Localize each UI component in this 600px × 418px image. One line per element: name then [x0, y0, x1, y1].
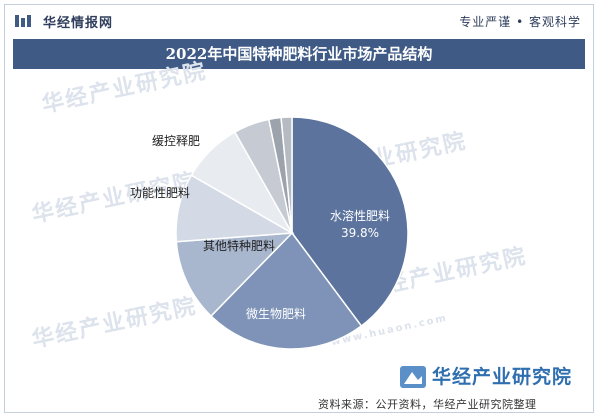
brand-logo-icon [15, 15, 31, 27]
source-note: 资料来源：公开资料，华经产业研究院整理 [318, 398, 537, 411]
footer-logo-icon [400, 366, 426, 388]
slice-label: 微生物肥料 [246, 307, 306, 321]
footer-brand: 华经产业研究院 [432, 366, 573, 388]
brand-name: 华经情报网 [43, 16, 114, 31]
slice-label: 水溶性肥料 [330, 208, 390, 223]
pie-slice [175, 232, 294, 318]
slice-label: 功能性肥料 [130, 186, 190, 200]
slice-value-label: 39.8% [341, 226, 379, 240]
title-band: 2022年中国特种肥料行业市场产品结构 [13, 39, 585, 69]
pie-slice [280, 116, 293, 234]
slice-label: 其他特种肥料 [203, 238, 275, 253]
chart-title: 2022年中国特种肥料行业市场产品结构 [165, 45, 433, 63]
slice-label: 缓控释肥 [152, 134, 200, 148]
tagline: 专业严谨 • 客观科学 [459, 15, 581, 29]
pie-slice [209, 231, 363, 350]
pie-slice [291, 116, 409, 328]
header-bar: 华经情报网 专业严谨 • 客观科学 [5, 5, 593, 37]
